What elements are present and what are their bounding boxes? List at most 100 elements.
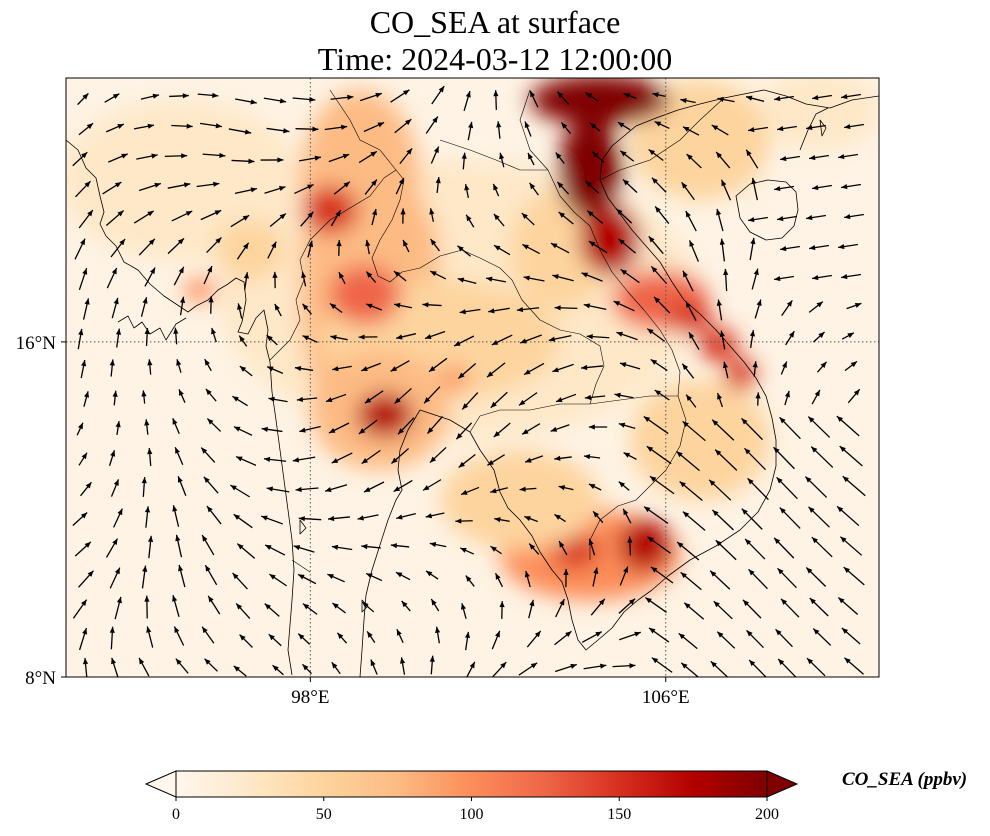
wind-arrow-266 [584,394,606,401]
wind-arrow-481 [272,664,284,676]
wind-arrow-51 [108,153,128,163]
wind-arrow-350 [72,512,88,526]
colorbar-tick-label-0: 0 [172,806,180,823]
wind-arrow-220 [719,330,726,350]
wind-arrow-243 [650,358,668,372]
wind-arrow-76 [102,181,122,195]
wind-arrow-202 [144,328,150,346]
wind-arrow-372 [779,507,801,529]
wind-arrow-319 [676,450,700,472]
wind-arrow-5 [235,98,257,105]
wind-arrow-343 [649,475,675,495]
wind-arrow-77 [138,182,162,192]
colorbar-tick-label-1: 50 [316,806,332,823]
plume-10 [302,186,358,234]
coastline-gulf-west [359,409,421,677]
wind-arrow-441 [590,598,606,616]
wind-arrow-128 [167,237,185,255]
wind-arrow-58 [328,153,350,163]
plume-23 [619,519,671,571]
wind-arrow-253 [178,389,186,403]
wind-arrow-196 [754,299,762,319]
wind-arrow-450 [78,627,88,651]
title-line-1: CO_SEA at surface [369,4,621,40]
wind-arrow-435 [401,600,411,612]
wind-arrow-439 [528,599,535,619]
wind-arrow-463 [491,630,501,650]
wind-arrow-275 [76,422,84,436]
wind-arrow-305 [235,456,257,466]
wind-arrow-376 [105,538,119,558]
plume-15 [558,120,622,220]
wind-arrow-467 [619,631,641,641]
wind-arrow-133 [336,240,342,256]
wind-arrow-137 [457,245,471,257]
wind-arrow-401 [109,567,121,589]
wind-arrow-420 [709,570,731,590]
wind-arrow-60 [399,147,413,165]
wind-arrow-370 [711,509,735,531]
wind-arrow-110 [400,208,406,224]
wind-arrow-432 [302,603,318,615]
wind-arrow-67 [619,150,635,162]
wind-arrow-108 [330,209,342,227]
wind-arrow-302 [147,447,153,467]
wind-arrow-161 [429,270,447,280]
wind-arrow-8 [330,94,354,100]
colorbar-tick-label-3: 150 [607,806,631,823]
wind-arrow-260 [394,387,412,405]
border-myanmar-thailand [269,169,405,361]
wind-arrow-96 [751,177,758,201]
wind-arrow-459 [366,631,376,643]
wind-arrow-166 [581,272,603,282]
border-laos-thailand [401,249,605,405]
wind-arrow-189 [516,307,540,313]
wind-arrow-21 [745,95,765,102]
wind-arrow-455 [239,634,253,648]
plume-11 [329,265,401,325]
wind-arrow-119 [685,210,697,232]
wind-arrow-232 [294,365,314,372]
wind-arrow-412 [465,575,475,587]
wind-arrow-400 [78,570,94,588]
wind-arrow-373 [808,506,830,528]
title-line-2: Time: 2024-03-12 12:00:00 [317,41,673,77]
wind-arrow-236 [428,357,448,373]
wind-arrow-451 [109,626,115,650]
coastline-delta [117,315,187,341]
wind-arrow-178 [179,296,186,316]
wind-arrow-356 [261,515,283,525]
wind-arrow-13 [493,90,499,110]
colorbar-extend-high [766,770,799,798]
wind-arrow-312 [458,453,476,469]
wind-arrow-462 [464,631,471,651]
wind-arrow-318 [646,445,672,465]
wind-arrow-120 [716,208,724,232]
wind-arrow-308 [331,452,353,464]
wind-arrow-64 [527,152,535,166]
wind-arrow-97 [774,185,794,192]
wind-arrow-7 [292,96,316,103]
wind-arrow-387 [459,547,475,555]
wind-arrow-18 [652,92,666,98]
wind-arrow-79 [196,181,220,188]
wind-arrow-138 [493,244,511,256]
wind-arrow-321 [744,447,766,471]
wind-arrow-307 [292,456,316,463]
wind-arrow-445 [713,600,733,620]
coastline-hainan [735,179,799,241]
wind-arrow-165 [552,274,574,282]
country-borders [269,89,725,573]
wind-arrow-87 [464,183,470,199]
wind-arrow-71 [745,149,759,169]
wind-arrow-413 [494,572,504,588]
wind-arrow-310 [391,448,409,464]
wind-arrow-63 [499,152,505,168]
wind-arrow-425 [72,599,88,619]
wind-arrow-385 [390,543,410,549]
wind-arrow-437 [460,603,467,619]
wind-arrow-273 [811,389,821,405]
wind-arrow-73 [809,154,829,161]
wind-arrow-304 [200,447,216,463]
plume-14 [530,78,670,125]
